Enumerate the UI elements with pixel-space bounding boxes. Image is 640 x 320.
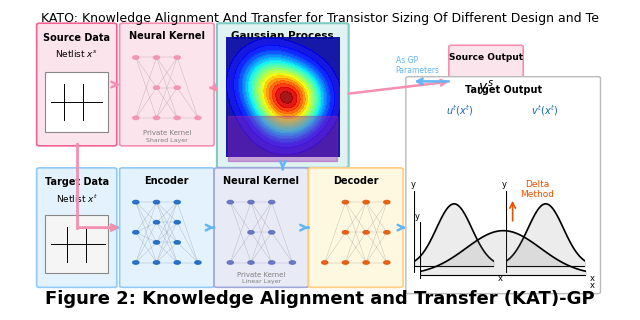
- Circle shape: [154, 116, 159, 120]
- Circle shape: [154, 56, 159, 59]
- FancyBboxPatch shape: [45, 72, 108, 132]
- FancyBboxPatch shape: [217, 23, 349, 168]
- Text: Source Output: Source Output: [449, 53, 523, 62]
- FancyBboxPatch shape: [120, 168, 214, 287]
- FancyBboxPatch shape: [45, 215, 108, 273]
- Text: $v^t(x^t)$: $v^t(x^t)$: [531, 103, 558, 118]
- Circle shape: [154, 261, 159, 264]
- FancyBboxPatch shape: [406, 77, 600, 294]
- Circle shape: [363, 231, 369, 234]
- Text: $y^s$: $y^s$: [478, 79, 494, 98]
- Text: Private Kernel: Private Kernel: [237, 272, 285, 278]
- Text: Decoder: Decoder: [333, 176, 378, 186]
- Circle shape: [384, 200, 390, 204]
- FancyBboxPatch shape: [449, 45, 524, 117]
- Circle shape: [384, 261, 390, 264]
- Circle shape: [195, 116, 201, 120]
- Circle shape: [174, 116, 180, 120]
- Circle shape: [342, 231, 349, 234]
- Text: Netlist $x^t$: Netlist $x^t$: [56, 193, 98, 205]
- Text: As GP
Parameters: As GP Parameters: [396, 56, 440, 76]
- Circle shape: [174, 220, 180, 224]
- Circle shape: [174, 56, 180, 59]
- Circle shape: [174, 261, 180, 264]
- Text: Source Data: Source Data: [44, 33, 110, 43]
- Circle shape: [195, 261, 201, 264]
- Text: Neural Kernel: Neural Kernel: [223, 176, 300, 186]
- Text: Gaussian Process: Gaussian Process: [232, 31, 334, 41]
- Circle shape: [154, 200, 159, 204]
- Text: Neural Kernel: Neural Kernel: [129, 31, 205, 41]
- Circle shape: [269, 231, 275, 234]
- Circle shape: [342, 200, 349, 204]
- Text: Target Output: Target Output: [465, 84, 541, 94]
- Circle shape: [154, 220, 159, 224]
- Circle shape: [342, 261, 349, 264]
- Circle shape: [132, 56, 139, 59]
- Circle shape: [269, 261, 275, 264]
- Circle shape: [363, 200, 369, 204]
- Circle shape: [154, 86, 159, 89]
- Circle shape: [269, 200, 275, 204]
- Circle shape: [154, 241, 159, 244]
- Circle shape: [384, 231, 390, 234]
- Text: Linear Layer: Linear Layer: [242, 279, 281, 284]
- Circle shape: [132, 231, 139, 234]
- Text: Shared Layer: Shared Layer: [146, 138, 188, 143]
- Text: Private Kernel: Private Kernel: [143, 131, 191, 136]
- Circle shape: [248, 231, 254, 234]
- Circle shape: [174, 200, 180, 204]
- Circle shape: [132, 261, 139, 264]
- Circle shape: [248, 200, 254, 204]
- Circle shape: [227, 261, 234, 264]
- FancyBboxPatch shape: [308, 168, 403, 287]
- Circle shape: [322, 261, 328, 264]
- Circle shape: [227, 200, 234, 204]
- Circle shape: [363, 261, 369, 264]
- Circle shape: [174, 86, 180, 89]
- Text: Delta
Method: Delta Method: [520, 180, 554, 199]
- FancyBboxPatch shape: [214, 168, 308, 287]
- Text: Encoder: Encoder: [145, 176, 189, 186]
- FancyBboxPatch shape: [120, 23, 214, 146]
- Text: Target Data: Target Data: [45, 177, 109, 187]
- Text: Netlist $x^s$: Netlist $x^s$: [55, 48, 98, 60]
- Circle shape: [132, 200, 139, 204]
- Circle shape: [248, 261, 254, 264]
- Text: KATO: Knowledge Alignment And Transfer for Transistor Sizing Of Different Design: KATO: Knowledge Alignment And Transfer f…: [41, 12, 599, 25]
- FancyBboxPatch shape: [36, 168, 116, 287]
- FancyBboxPatch shape: [36, 23, 116, 146]
- Circle shape: [174, 241, 180, 244]
- Text: Figure 2: Knowledge Alignment and Transfer (KAT)-GP: Figure 2: Knowledge Alignment and Transf…: [45, 290, 595, 308]
- Text: $u^t(x^t)$: $u^t(x^t)$: [446, 103, 474, 118]
- Circle shape: [289, 261, 296, 264]
- Circle shape: [132, 116, 139, 120]
